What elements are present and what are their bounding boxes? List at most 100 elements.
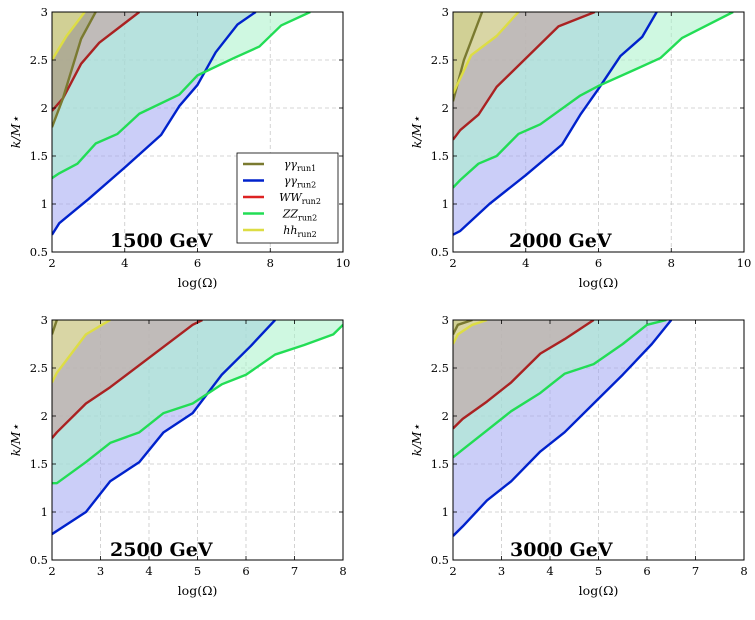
y-tick-label: 2.5 xyxy=(30,53,48,67)
area-WWrun2 xyxy=(453,12,595,140)
x-tick-label: 8 xyxy=(339,564,346,578)
legend-label-main: hh xyxy=(283,224,297,237)
line-ZZrun2 xyxy=(453,320,667,459)
y-tick-label: 2 xyxy=(442,101,449,115)
legend-label: WWrun2 xyxy=(279,191,321,206)
x-tick-label: 7 xyxy=(291,564,298,578)
x-tick-label: 6 xyxy=(595,256,602,270)
line-ZZrun2 xyxy=(52,12,311,180)
x-tick-label: 10 xyxy=(336,256,351,270)
energy-label: 1500 GeV xyxy=(110,230,214,252)
y-tick-label: 3 xyxy=(442,313,449,327)
chart-panel-1: 2 4 6 8 10 0.5 1 1.5 2 2.5 3 log(Ω) k/M⋆ 1500 GeV xyxy=(8,5,350,290)
line-WWrun2 xyxy=(453,12,596,141)
y-tick-label: 1 xyxy=(442,505,449,519)
y-tick-label: 0.5 xyxy=(431,553,449,567)
line-run2 xyxy=(453,320,673,537)
line-run2 xyxy=(453,12,658,236)
x-tick-label: 6 xyxy=(242,564,249,578)
x-tick-label: 4 xyxy=(522,256,529,270)
x-tick-label: 3 xyxy=(97,564,104,578)
plot-area xyxy=(52,12,311,236)
y-tick-label: 1 xyxy=(442,197,449,211)
line-run1 xyxy=(52,12,97,128)
x-tick-label: 8 xyxy=(740,564,747,578)
x-axis-label: log(Ω) xyxy=(178,583,218,598)
line-hhrun2 xyxy=(453,320,488,345)
line-WWrun2 xyxy=(453,320,595,430)
area-hhrun2 xyxy=(453,320,487,344)
y-tick-label: 2 xyxy=(41,101,48,115)
legend-label: γγrun1 xyxy=(284,158,316,173)
line-ZZrun2 xyxy=(52,323,343,485)
x-tick-label: 4 xyxy=(145,564,152,578)
x-axis-label: log(Ω) xyxy=(178,275,218,290)
y-axis-label: k/M⋆ xyxy=(8,116,23,149)
line-run1 xyxy=(52,320,58,335)
x-tick-label: 2 xyxy=(449,564,456,578)
legend-label-subscript: run1 xyxy=(297,164,316,173)
legend-label-subscript: run2 xyxy=(297,181,316,190)
y-axis-label: k/M⋆ xyxy=(409,424,424,457)
line-run2 xyxy=(52,12,257,236)
y-axis-label: k/M⋆ xyxy=(8,424,23,457)
y-tick-label: 1.5 xyxy=(30,149,48,163)
legend-label: γγrun2 xyxy=(284,175,316,190)
y-tick-label: 1.5 xyxy=(431,457,449,471)
line-hhrun2 xyxy=(52,12,86,61)
energy-label: 2000 GeV xyxy=(509,230,613,252)
y-tick-label: 1.5 xyxy=(431,149,449,163)
legend-label-main: WW xyxy=(279,191,303,204)
legend-label: hhrun2 xyxy=(283,224,316,239)
area-hhrun2 xyxy=(52,320,111,383)
legend-label-subscript: run2 xyxy=(298,214,317,223)
legend-label-main: ZZ xyxy=(282,208,299,221)
y-tick-label: 0.5 xyxy=(30,245,48,259)
x-tick-label: 8 xyxy=(668,256,675,270)
chart-panel-4: 2 3 4 5 6 7 8 0.5 1 1.5 2 2.5 3 log(Ω) k/M⋆ 3000 GeV xyxy=(409,313,748,598)
area-WWrun2 xyxy=(453,320,594,429)
x-tick-label: 5 xyxy=(595,564,602,578)
x-tick-label: 6 xyxy=(194,256,201,270)
x-tick-label: 2 xyxy=(48,564,55,578)
line-hhrun2 xyxy=(453,12,520,95)
line-run2 xyxy=(52,320,276,536)
x-tick-label: 7 xyxy=(692,564,699,578)
y-tick-label: 3 xyxy=(41,5,48,19)
chart-panel-2: 2 4 6 8 10 0.5 1 1.5 2 2.5 3 log(Ω) k/M⋆ 2000 GeV xyxy=(409,5,751,290)
legend-label-subscript: run2 xyxy=(297,230,316,239)
legend-label-main: γγ xyxy=(284,158,298,171)
x-axis-label: log(Ω) xyxy=(579,583,619,598)
legend-label: ZZrun2 xyxy=(282,208,318,223)
plot-area xyxy=(453,320,673,537)
y-tick-label: 2.5 xyxy=(431,53,449,67)
energy-label: 3000 GeV xyxy=(510,539,614,561)
x-tick-label: 5 xyxy=(194,564,201,578)
line-WWrun2 xyxy=(52,12,141,112)
x-tick-label: 8 xyxy=(267,256,274,270)
area-ZZrun2 xyxy=(52,12,311,179)
energy-label: 2500 GeV xyxy=(110,539,214,561)
line-run1 xyxy=(453,320,473,335)
y-tick-label: 2 xyxy=(41,409,48,423)
x-tick-label: 4 xyxy=(121,256,128,270)
y-tick-label: 3 xyxy=(442,5,449,19)
x-tick-label: 10 xyxy=(737,256,752,270)
y-tick-label: 0.5 xyxy=(431,245,449,259)
legend-label-main: γγ xyxy=(284,175,298,188)
y-tick-label: 2 xyxy=(442,409,449,423)
y-tick-label: 1 xyxy=(41,197,48,211)
x-tick-label: 4 xyxy=(546,564,553,578)
area-WWrun2 xyxy=(52,320,203,439)
area-hhrun2 xyxy=(52,12,85,60)
x-tick-label: 6 xyxy=(643,564,650,578)
x-axis-label: log(Ω) xyxy=(579,275,619,290)
y-tick-label: 1 xyxy=(41,505,48,519)
x-tick-label: 2 xyxy=(449,256,456,270)
area-hhrun2 xyxy=(453,12,519,94)
y-tick-label: 1.5 xyxy=(30,457,48,471)
y-axis-label: k/M⋆ xyxy=(409,116,424,149)
x-tick-label: 3 xyxy=(498,564,505,578)
